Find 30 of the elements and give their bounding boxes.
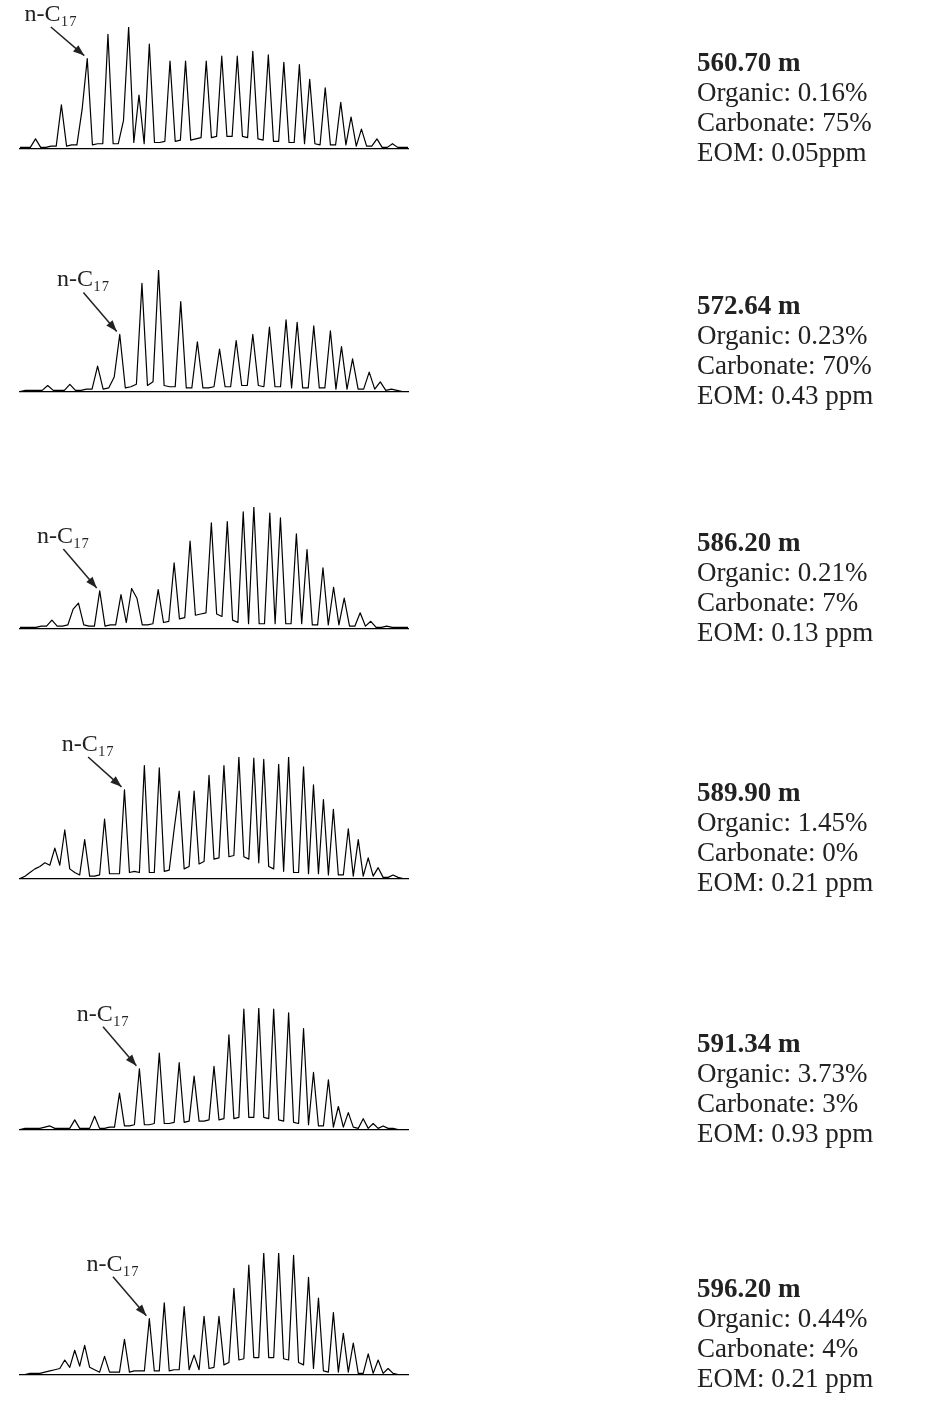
text: EOM: 0.43 ppm bbox=[697, 380, 874, 410]
text: Organic: 0.44% bbox=[697, 1303, 869, 1333]
text: 586.20 m bbox=[697, 527, 802, 557]
annotation: n-C₁₇ bbox=[86, 1249, 140, 1276]
text: Organic: 1.45% bbox=[697, 807, 869, 837]
annotation: n-C₁₇ bbox=[76, 999, 130, 1026]
text: EOM: 0.93 ppm bbox=[697, 1118, 874, 1148]
text: n-C₁₇ bbox=[61, 730, 115, 756]
text: EOM: 0.05ppm bbox=[697, 137, 868, 167]
annotation: n-C₁₇ bbox=[57, 265, 110, 292]
text: EOM: 0.13 ppm bbox=[697, 617, 874, 647]
text: Organic: 0.21% bbox=[697, 557, 869, 587]
text: Carbonate: 75% bbox=[697, 107, 872, 137]
text: n-C₁₇ bbox=[24, 0, 78, 26]
text: Organic: 3.73% bbox=[697, 1058, 869, 1088]
annotation: n-C₁₇ bbox=[36, 521, 90, 548]
text: 560.70 m bbox=[697, 47, 802, 77]
text: 591.34 m bbox=[697, 1028, 802, 1058]
text: 589.90 m bbox=[697, 777, 802, 807]
text: EOM: 0.21 ppm bbox=[697, 867, 874, 897]
text: Organic: 0.23% bbox=[697, 320, 869, 350]
text: Organic: 0.16% bbox=[697, 77, 869, 107]
text: Carbonate: 70% bbox=[697, 350, 873, 380]
text: Carbonate: 7% bbox=[697, 587, 860, 617]
text: 572.64 m bbox=[697, 290, 802, 320]
text: Carbonate: 3% bbox=[697, 1088, 860, 1118]
text: Carbonate: 4% bbox=[697, 1333, 860, 1363]
text: Carbonate: 0% bbox=[697, 837, 860, 867]
text: EOM: 0.21 ppm bbox=[697, 1363, 874, 1393]
text: 596.20 m bbox=[697, 1273, 802, 1303]
